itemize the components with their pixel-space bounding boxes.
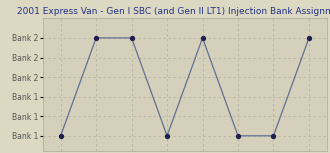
- Point: [306, 37, 312, 39]
- Point: [271, 135, 276, 137]
- Point: [235, 135, 241, 137]
- Point: [93, 37, 99, 39]
- Point: [164, 135, 170, 137]
- Point: [58, 135, 63, 137]
- Point: [129, 37, 134, 39]
- Title: 2001 Express Van - Gen I SBC (and Gen II LT1) Injection Bank Assignments: 2001 Express Van - Gen I SBC (and Gen II…: [16, 7, 330, 16]
- Point: [200, 37, 205, 39]
